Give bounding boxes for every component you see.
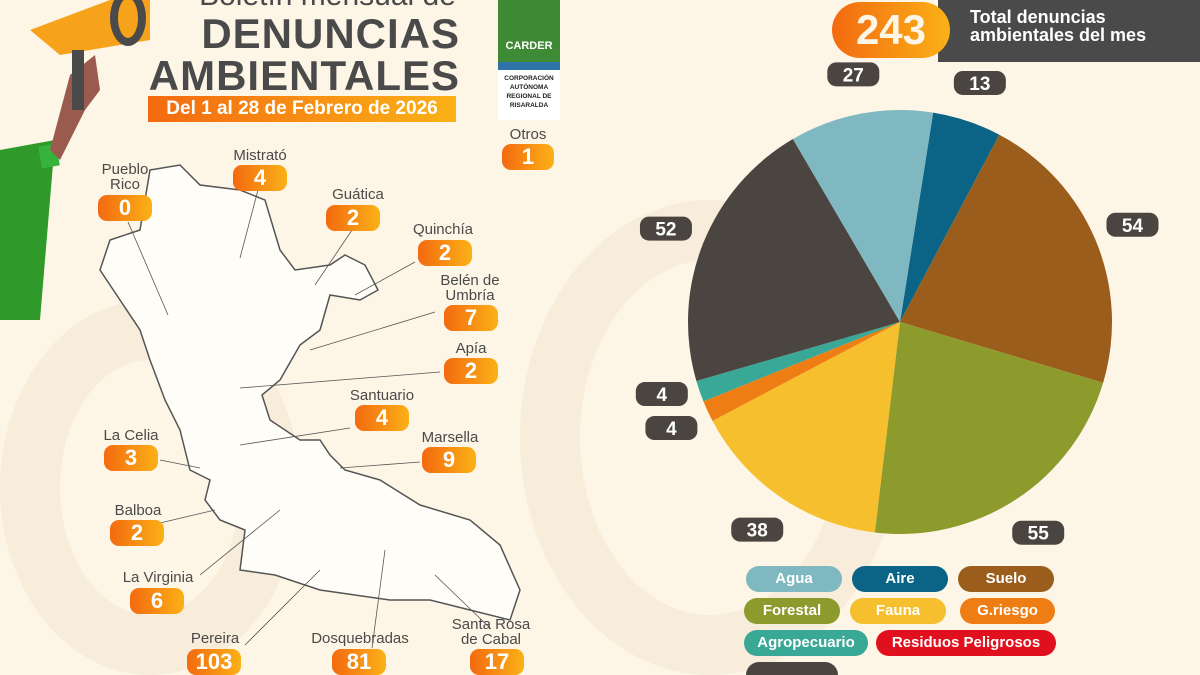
logo-name: CARDER [498,0,560,62]
municipality-count: 4 [233,165,287,191]
municipality-name: La Celia [103,427,159,444]
pie-data-label: 13 [953,70,1006,95]
carder-logo: CARDER CORPORACIÓN AUTÓNOMA REGIONAL DE RIS… [498,0,560,120]
municipality-count: 7 [444,305,498,331]
municipality-name: Santuario [349,387,415,404]
pie-slice-aire [900,112,1000,322]
municipality-name: Guática [332,186,384,203]
svg-text:13: 13 [969,74,990,95]
municipality-count: 103 [187,649,241,675]
municipality-count: 2 [444,358,498,384]
municipality-name: Otros [509,126,547,143]
pie-slice-suelo [900,134,1112,383]
municipality-count: 2 [110,520,164,546]
municipality-count: 6 [130,588,184,614]
municipality-count: 2 [418,240,472,266]
legend-residuos-peligrosos: Residuos Peligrosos [876,630,1056,656]
municipality-name: La Virginia [122,569,194,586]
svg-text:52: 52 [655,220,676,241]
municipality-name: Quinchía [412,221,474,238]
pie-slice-agropecuario [696,322,900,402]
svg-text:4: 4 [666,419,677,440]
legend-otros [746,662,838,675]
risaralda-map [99,164,521,649]
municipality-count: 9 [422,447,476,473]
date-range: Del 1 al 28 de Febrero de 2026 [148,96,456,122]
municipality-count: 3 [104,445,158,471]
legend-g-riesgo: G.riesgo [960,598,1055,624]
svg-text:4: 4 [657,385,668,406]
municipality-name: Pueblo Rico [101,161,149,193]
legend-aire: Aire [852,566,948,592]
municipality-count: 17 [470,649,524,675]
megaphone-hand-illustration [0,0,150,320]
pie-data-label: 4 [635,382,688,407]
municipality-count: 0 [98,195,152,221]
pie-slice-fauna [712,322,900,533]
municipality-name: Pereira [190,630,240,647]
svg-text:54: 54 [1122,216,1144,237]
svg-text:27: 27 [843,65,864,86]
pie-slice-otros [688,139,900,381]
svg-text:38: 38 [747,521,768,542]
pie-slice-g-riesgo [703,322,900,421]
pie-data-label: 38 [731,517,784,542]
municipality-name: Santa Rosa de Cabal [451,616,531,648]
municipality-name: Marsella [421,429,479,446]
legend-fauna: Fauna [850,598,946,624]
pie-chart: 13 54 55 38 4 4 52 27 [635,62,1159,545]
municipality-name: Belén de Umbría [440,272,500,304]
municipality-name: Balboa [114,502,162,519]
total-label: Total denuncias ambientales del mes [938,0,1200,62]
total-count: 243 [832,2,950,58]
legend-agua: Agua [746,566,842,592]
pie-data-label: 52 [639,216,692,241]
legend-forestal: Forestal [744,598,840,624]
legend-agropecuario: Agropecuario [744,630,868,656]
legend-suelo: Suelo [958,566,1054,592]
subtitle: Boletín mensual de [195,0,460,12]
title-line2: AMBIENTALES [148,52,460,99]
municipality-name: Dosquebradas [311,630,409,647]
pie-data-label: 4 [645,416,698,441]
title-line1: DENUNCIAS [201,10,460,57]
municipality-count: 4 [355,405,409,431]
municipality-name: Mistrató [233,147,287,164]
pie-slice-agua [792,110,934,322]
pie-data-label: 54 [1106,212,1159,237]
pie-data-label: 27 [827,62,880,87]
pie-slice-forestal [874,322,1104,534]
municipality-name: Apía [455,340,487,357]
municipality-count: 1 [502,144,554,170]
svg-text:55: 55 [1028,524,1050,545]
pie-data-label: 55 [1012,520,1065,545]
municipality-count: 81 [332,649,386,675]
municipality-count: 2 [326,205,380,231]
